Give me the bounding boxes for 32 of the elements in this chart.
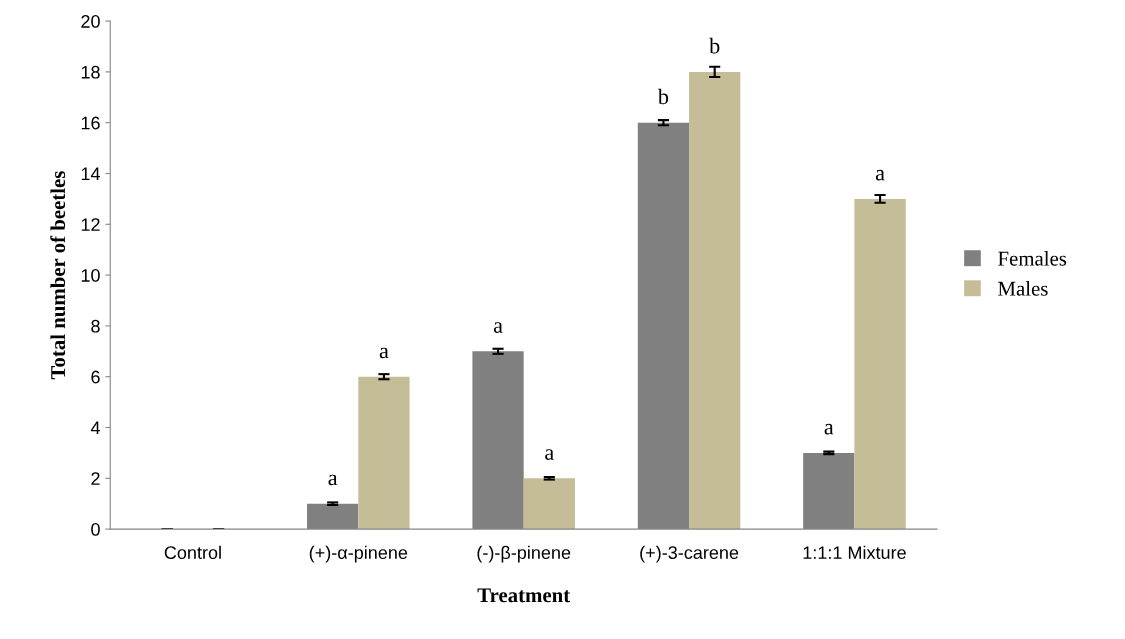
y-tick-label: 6 [91, 370, 100, 384]
x-axis-title: Treatment [477, 588, 571, 603]
y-tick-label: 10 [81, 269, 100, 282]
data-label: a [875, 169, 885, 181]
x-tick-label: (+)-α-pinene [309, 545, 408, 563]
data-label: a [545, 449, 554, 460]
x-tick-label: (-)-β-pinene [477, 545, 571, 563]
y-tick-label: 14 [81, 167, 100, 181]
x-tick-label: Control [164, 545, 221, 560]
data-label: b [709, 37, 720, 54]
y-axis-title: Total number of beetles [50, 171, 66, 380]
y-tick-label: 12 [81, 218, 100, 231]
data-label: a [379, 347, 389, 359]
bar [523, 478, 575, 530]
x-tick-label: (+)-3-carene [640, 545, 739, 563]
data-label: a [824, 423, 834, 435]
y-tick-label: 18 [81, 65, 100, 79]
x-tick-label: 1:1:1 Mixture [803, 545, 906, 560]
y-tick-label: 4 [90, 421, 100, 435]
y-tick-label: 20 [81, 15, 100, 28]
data-label: a [328, 474, 338, 486]
bar [358, 376, 410, 530]
y-tick-label: 8 [91, 319, 100, 333]
y-tick-label: 16 [81, 116, 100, 130]
y-tick-label: 2 [91, 472, 100, 485]
data-label: a [493, 322, 503, 333]
data-label: b [657, 88, 669, 105]
bar [689, 71, 741, 530]
legend-label: Females [998, 250, 1067, 266]
legend-label: Males [998, 281, 1048, 296]
y-tick-label: 0 [91, 523, 100, 536]
bar [854, 198, 906, 530]
